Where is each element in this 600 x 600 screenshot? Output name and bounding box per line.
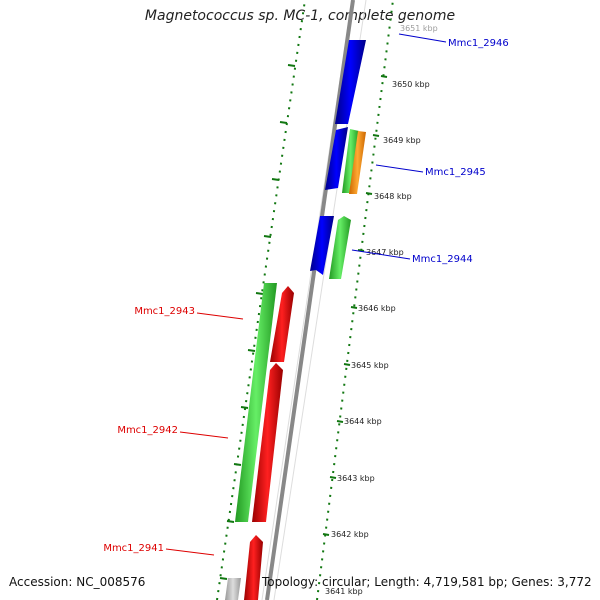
map-title: Magnetococcus sp. MC-1, complete genome xyxy=(144,8,456,24)
tick-label-3650: 3650 kbp xyxy=(392,80,430,89)
leader-mmc1-2943 xyxy=(196,312,244,320)
inner-tick-ring xyxy=(216,0,306,600)
gene-label-mmc1-2942[interactable]: Mmc1_2942 xyxy=(117,425,178,436)
tick-label-3644: 3644 kbp xyxy=(344,417,382,426)
leader-mmc1-2945 xyxy=(375,164,424,173)
inner-tick-marks xyxy=(219,64,296,580)
gene-label-mmc1-2943[interactable]: Mmc1_2943 xyxy=(134,306,195,317)
outer-tick-marks xyxy=(322,75,388,536)
feature-mmc1-2945[interactable] xyxy=(349,131,366,194)
tick-label-3649: 3649 kbp xyxy=(383,136,421,145)
gene-label-mmc1-2941[interactable]: Mmc1_2941 xyxy=(103,543,164,554)
gene-feature-mmc1-2943[interactable] xyxy=(270,286,294,362)
leader-mmc1-2944 xyxy=(351,249,411,260)
accession-text: Accession: NC_008576 xyxy=(9,575,146,589)
tick-label-3645: 3645 kbp xyxy=(351,361,389,370)
genome-summary-text: Topology: circular; Length: 4,719,581 bp… xyxy=(262,575,592,589)
feature-partial-gray xyxy=(225,578,241,600)
leader-mmc1-2942 xyxy=(179,431,229,439)
cds-feature-green-1[interactable] xyxy=(342,129,359,193)
tick-label-3646: 3646 kbp xyxy=(358,304,396,313)
leader-mmc1-2941 xyxy=(165,548,215,556)
gene-label-mmc1-2944[interactable]: Mmc1_2944 xyxy=(412,254,473,265)
gene-feature-mmc1-2942[interactable] xyxy=(252,363,283,522)
tick-label-3647: 3647 kbp xyxy=(366,248,404,257)
gene-feature-blue-2[interactable] xyxy=(325,127,348,190)
tick-label-3643: 3643 kbp xyxy=(337,474,375,483)
cds-feature-green-2[interactable] xyxy=(329,216,351,279)
gene-feature-mmc1-2941[interactable] xyxy=(244,535,263,600)
leader-mmc1-2946 xyxy=(398,33,447,43)
backbone-line xyxy=(265,0,355,600)
gene-feature-blue-3[interactable] xyxy=(310,216,334,275)
tick-label-3651: 3651 kbp xyxy=(400,24,438,33)
tick-label-3641: 3641 kbp xyxy=(325,587,363,596)
cds-feature-mmc1-2943[interactable] xyxy=(235,283,277,522)
gene-label-mmc1-2945[interactable]: Mmc1_2945 xyxy=(425,167,486,178)
gene-label-mmc1-2946[interactable]: Mmc1_2946 xyxy=(448,38,509,49)
tick-label-3648: 3648 kbp xyxy=(374,192,412,201)
tick-label-3642: 3642 kbp xyxy=(331,530,369,539)
gene-feature-mmc1-2946[interactable] xyxy=(335,40,366,124)
